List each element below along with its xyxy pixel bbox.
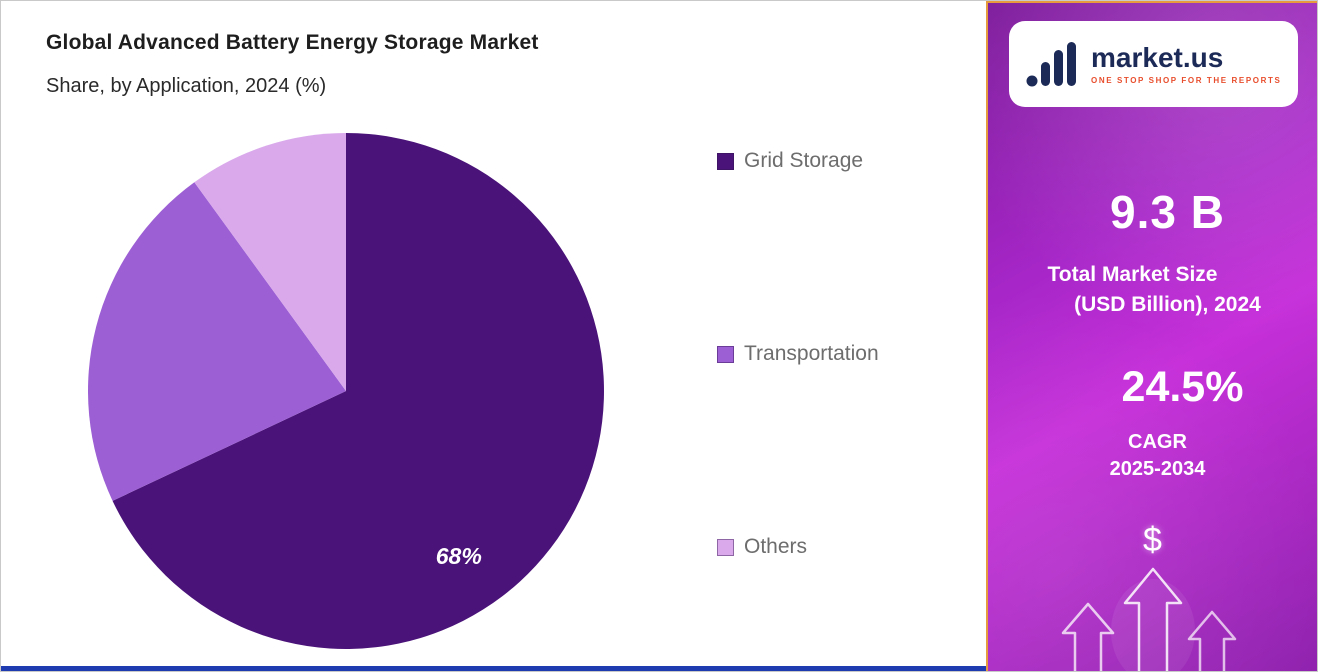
legend-item-others: Others — [717, 535, 879, 559]
logo-texts: market.us ONE STOP SHOP FOR THE REPORTS — [1091, 41, 1282, 86]
dollar-icon: $ — [1143, 521, 1162, 559]
legend-swatch-grid-storage — [717, 152, 734, 170]
brand-logo: market.us ONE STOP SHOP FOR THE REPORTS — [1009, 21, 1298, 107]
cagr-value: 24.5% — [1121, 363, 1244, 411]
cagr-label: CAGR — [1128, 431, 1187, 453]
pie-slice-transportation — [88, 182, 346, 501]
chart-title: Global Advanced Battery Energy Storage M… — [46, 31, 539, 54]
legend-label: Grid Storage — [744, 149, 864, 172]
pie-slice-others — [194, 133, 346, 391]
market-size-label: Total Market Size — [1047, 263, 1218, 286]
market-size-sublabel: (USD Billion), 2024 — [1074, 293, 1261, 316]
bottom-accent-bar — [1, 666, 1317, 671]
marketus-logo-icon — [1026, 42, 1076, 87]
pie-data-label: 68% — [436, 543, 482, 569]
growth-arrows-icon — [1061, 567, 1237, 671]
chart-area: Global Advanced Battery Energy Storage M… — [1, 1, 986, 671]
chart-legend: Grid Storage Transportation Others — [717, 149, 879, 559]
legend-swatch-others — [717, 538, 734, 556]
legend-swatch-transportation — [717, 345, 734, 363]
brand-tagline: ONE STOP SHOP FOR THE REPORTS — [1091, 76, 1282, 86]
brand-name: market.us — [1091, 41, 1224, 73]
legend-label: Transportation — [744, 342, 879, 365]
brand-panel: market.us ONE STOP SHOP FOR THE REPORTS … — [986, 1, 1317, 671]
chart-subtitle: Share, by Application, 2024 (%) — [46, 75, 327, 97]
legend-item-grid-storage: Grid Storage — [717, 149, 879, 173]
pie-chart: 68% — [88, 133, 604, 650]
pie-slice-grid-storage — [112, 133, 604, 650]
market-size-value: 9.3 B — [1110, 186, 1225, 238]
legend-item-transportation: Transportation — [717, 342, 879, 366]
legend-label: Others — [744, 535, 808, 558]
cagr-period: 2025-2034 — [1109, 458, 1206, 480]
